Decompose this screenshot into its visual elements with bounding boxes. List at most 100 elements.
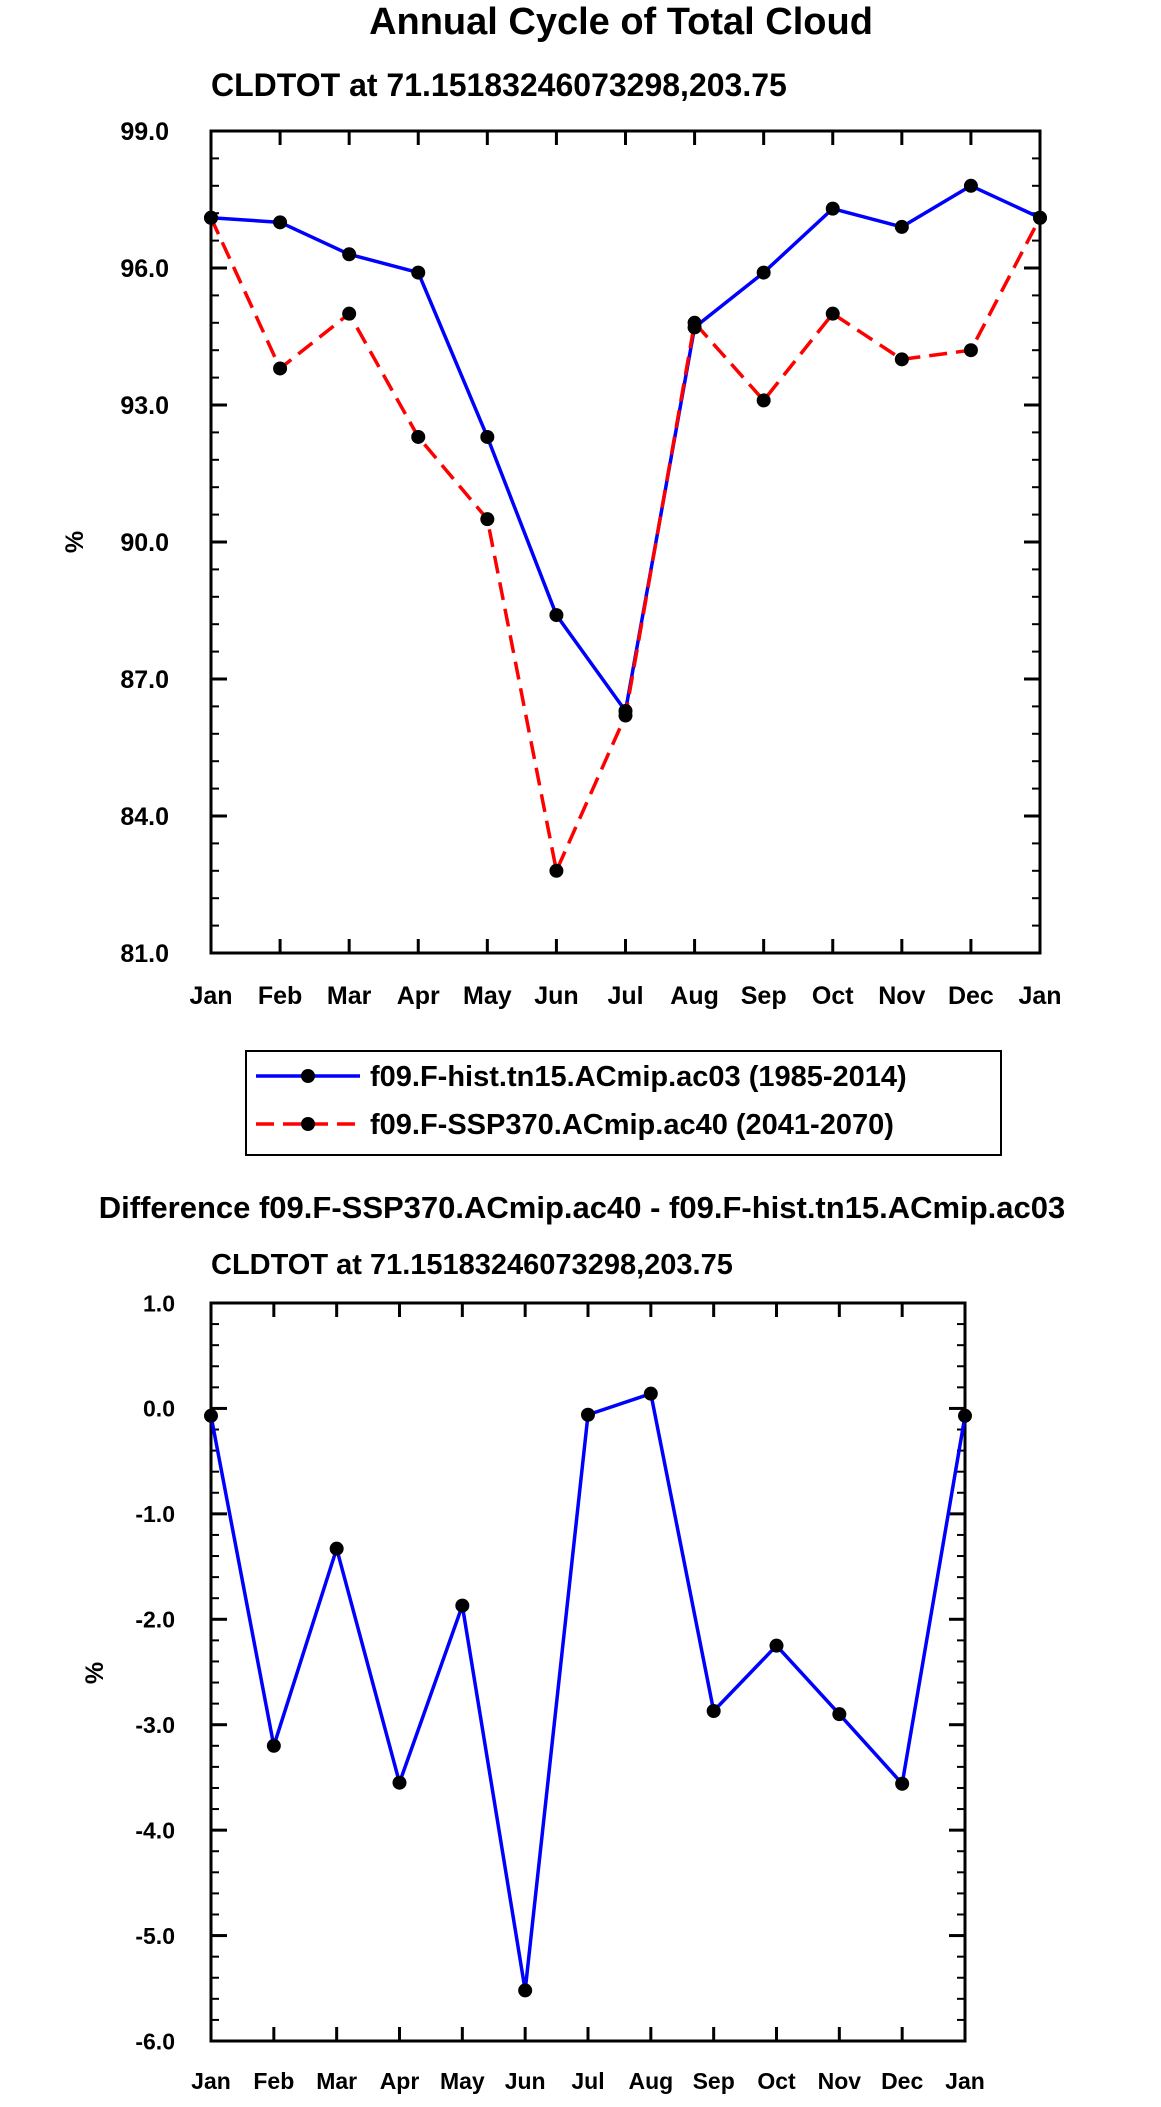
x-tick-label: Sep bbox=[741, 982, 787, 1010]
data-point bbox=[706, 1704, 721, 1719]
data-point bbox=[204, 1408, 218, 1423]
x-tick-label: Feb bbox=[253, 2068, 294, 2094]
data-point bbox=[963, 178, 978, 193]
x-tick-label: Dec bbox=[881, 2068, 923, 2094]
series-line-0 bbox=[209, 1391, 967, 1993]
data-point bbox=[518, 1983, 533, 1998]
data-point bbox=[480, 512, 495, 527]
data-point bbox=[825, 201, 840, 216]
data-point bbox=[329, 1541, 344, 1556]
diff-y-axis: -6.0 -5.0 -4.0 -3.0 -2.0 -1.0 0.0 1.0 bbox=[135, 1290, 965, 2054]
data-point bbox=[411, 265, 426, 280]
y-tick-label: -1.0 bbox=[135, 1501, 175, 1527]
series-layer bbox=[204, 178, 1047, 878]
legend-label-ssp370: f09.F-SSP370.ACmip.ac40 (2041-2070) bbox=[370, 1109, 894, 1141]
data-point bbox=[480, 429, 495, 444]
data-point bbox=[895, 1776, 910, 1791]
y-tick-label: -5.0 bbox=[135, 1923, 175, 1949]
data-point bbox=[411, 429, 426, 444]
data-point bbox=[894, 219, 909, 234]
x-tick-label: Oct bbox=[812, 982, 854, 1010]
x-tick-label: May bbox=[463, 982, 512, 1010]
data-point bbox=[549, 863, 564, 878]
data-point bbox=[825, 306, 840, 321]
x-tick-label: Sep bbox=[693, 2068, 735, 2094]
data-point bbox=[342, 306, 357, 321]
data-point bbox=[958, 1408, 972, 1423]
legend: f09.F-hist.tn15.ACmip.ac03 (1985-2014) f… bbox=[245, 1050, 1002, 1156]
y-tick-label: -3.0 bbox=[135, 1712, 175, 1738]
y-tick-label: 99.0 bbox=[120, 118, 169, 146]
data-point bbox=[756, 265, 771, 280]
data-point bbox=[273, 215, 288, 230]
diff-chart-title: Difference f09.F-SSP370.ACmip.ac40 - f09… bbox=[99, 1190, 1066, 1225]
data-point bbox=[342, 247, 357, 262]
plot-area bbox=[209, 129, 1042, 955]
data-point bbox=[687, 315, 702, 330]
legend-marker-historical bbox=[301, 1069, 315, 1083]
data-point bbox=[273, 361, 288, 376]
x-tick-label: Mar bbox=[316, 2068, 357, 2094]
x-tick-label: Jan bbox=[945, 2068, 985, 2094]
data-point bbox=[618, 708, 633, 723]
x-tick-label: Apr bbox=[380, 2068, 420, 2094]
x-tick-label: Jan bbox=[1018, 982, 1061, 1010]
x-tick-label: Nov bbox=[818, 2068, 862, 2094]
diff-series-layer bbox=[204, 1386, 972, 1998]
y-tick-label: -6.0 bbox=[135, 2028, 175, 2054]
data-point bbox=[549, 608, 564, 623]
legend-marker-ssp370 bbox=[301, 1117, 315, 1131]
x-tick-label: Oct bbox=[757, 2068, 796, 2094]
y-tick-label: 93.0 bbox=[120, 392, 169, 420]
plot-frame bbox=[209, 129, 1042, 955]
chart-title: Annual Cycle of Total Cloud bbox=[369, 1, 873, 43]
x-tick-label: Mar bbox=[327, 982, 372, 1010]
x-tick-label: Jan bbox=[191, 2068, 231, 2094]
legend-box bbox=[245, 1050, 1002, 1156]
x-tick-label: Jun bbox=[505, 2068, 546, 2094]
diff-y-axis-label: % bbox=[81, 1662, 109, 1684]
x-tick-label: Jun bbox=[534, 982, 578, 1010]
data-point bbox=[455, 1598, 470, 1613]
data-point bbox=[643, 1386, 658, 1401]
chart-subtitle: CLDTOT at 71.15183246073298,203.75 bbox=[211, 67, 787, 103]
series-line-1 bbox=[209, 216, 1042, 873]
x-tick-label: Aug bbox=[628, 2068, 673, 2094]
data-point bbox=[894, 352, 909, 367]
y-tick-label: 1.0 bbox=[143, 1290, 175, 1316]
x-tick-label: Apr bbox=[397, 982, 440, 1010]
y-tick-label: 81.0 bbox=[120, 940, 169, 968]
data-point bbox=[756, 393, 771, 408]
data-point bbox=[204, 210, 218, 225]
x-tick-label: Jul bbox=[571, 2068, 604, 2094]
data-point bbox=[769, 1638, 784, 1653]
y-tick-label: 87.0 bbox=[120, 666, 169, 694]
x-tick-label: May bbox=[440, 2068, 485, 2094]
cloud-difference-chart: Difference f09.F-SSP370.ACmip.ac40 - f09… bbox=[81, 1190, 1065, 2094]
data-point bbox=[1033, 210, 1047, 225]
diff-x-axis: Jan Feb Mar Apr May Jun Jul Aug Sep Oct Nov Dec Jan bbox=[191, 1303, 985, 2094]
x-tick-label: Feb bbox=[258, 982, 302, 1010]
y-axis-label: % bbox=[61, 531, 89, 553]
y-tick-label: 84.0 bbox=[120, 803, 169, 831]
data-point bbox=[581, 1407, 595, 1422]
y-tick-label: 96.0 bbox=[120, 255, 169, 283]
legend-label-historical: f09.F-hist.tn15.ACmip.ac03 (1985-2014) bbox=[370, 1061, 907, 1093]
x-tick-label: Aug bbox=[670, 982, 719, 1010]
data-point bbox=[963, 343, 978, 358]
x-tick-label: Jan bbox=[189, 982, 232, 1010]
y-tick-label: 0.0 bbox=[143, 1396, 175, 1422]
x-tick-label: Jul bbox=[607, 982, 643, 1010]
data-point bbox=[392, 1775, 407, 1790]
data-point bbox=[266, 1738, 281, 1753]
y-tick-label: -4.0 bbox=[135, 1817, 175, 1843]
y-axis: 81.0 84.0 87.0 90.0 93.0 96.0 99.0 bbox=[120, 118, 1040, 968]
y-tick-label: 90.0 bbox=[120, 529, 169, 557]
y-tick-label: -2.0 bbox=[135, 1607, 175, 1633]
cloud-annual-cycle-chart: Annual Cycle of Total Cloud CLDTOT at 71… bbox=[61, 1, 1062, 1156]
x-axis: Jan Feb Mar Apr May Jun Jul Aug Sep Oct Nov Dec Jan bbox=[189, 131, 1062, 1010]
diff-chart-subtitle: CLDTOT at 71.15183246073298,203.75 bbox=[211, 1249, 733, 1281]
x-tick-label: Nov bbox=[878, 982, 925, 1010]
x-tick-label: Dec bbox=[948, 982, 994, 1010]
